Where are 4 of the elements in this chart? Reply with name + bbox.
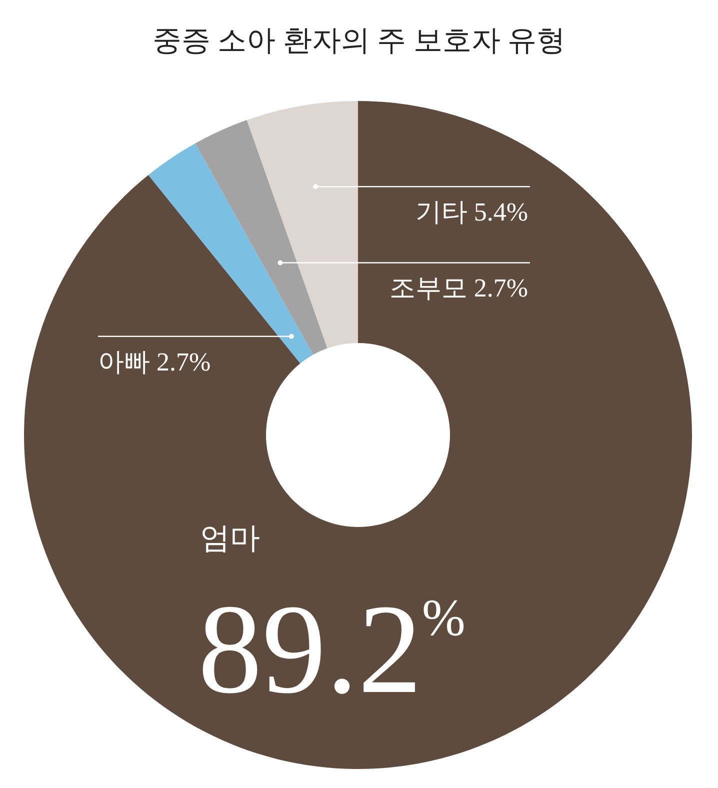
slice-label: 아빠 2.7% — [98, 347, 211, 376]
slice-label: 기타 5.4% — [415, 198, 528, 227]
chart-title: 중증 소아 환자의 주 보호자 유형 — [152, 25, 566, 57]
slice-label: 조부모 2.7% — [389, 274, 528, 303]
